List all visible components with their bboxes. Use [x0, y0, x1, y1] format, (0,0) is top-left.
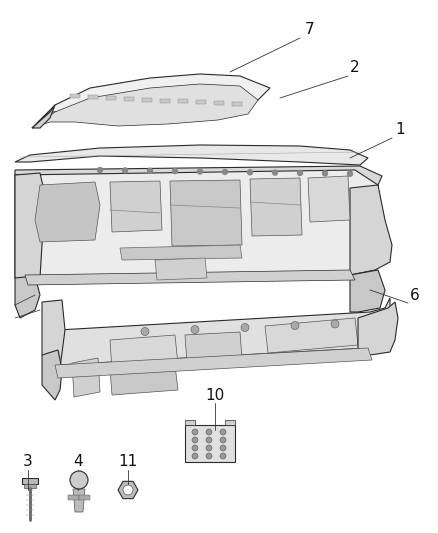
- Text: 2: 2: [350, 61, 360, 76]
- Circle shape: [98, 167, 102, 173]
- Text: 4: 4: [73, 455, 83, 470]
- Circle shape: [220, 453, 226, 459]
- Circle shape: [192, 453, 198, 459]
- Polygon shape: [358, 302, 398, 355]
- Polygon shape: [73, 489, 85, 512]
- Polygon shape: [42, 350, 62, 400]
- Polygon shape: [52, 298, 390, 365]
- Circle shape: [206, 437, 212, 443]
- Polygon shape: [178, 99, 188, 103]
- Polygon shape: [142, 98, 152, 102]
- Polygon shape: [106, 96, 116, 100]
- Circle shape: [223, 169, 227, 174]
- Circle shape: [220, 445, 226, 451]
- Polygon shape: [308, 176, 350, 222]
- Circle shape: [70, 471, 88, 489]
- Circle shape: [272, 170, 278, 175]
- Circle shape: [192, 437, 198, 443]
- Circle shape: [297, 171, 303, 175]
- Polygon shape: [160, 99, 170, 102]
- Polygon shape: [110, 335, 178, 370]
- Polygon shape: [32, 84, 258, 128]
- Circle shape: [192, 429, 198, 435]
- Polygon shape: [32, 74, 270, 128]
- Polygon shape: [110, 181, 162, 232]
- Text: 3: 3: [23, 455, 33, 470]
- Polygon shape: [15, 173, 45, 282]
- Circle shape: [241, 324, 249, 332]
- Polygon shape: [15, 170, 378, 278]
- Polygon shape: [32, 105, 55, 128]
- Circle shape: [220, 429, 226, 435]
- Text: 6: 6: [410, 287, 420, 303]
- Polygon shape: [232, 102, 242, 106]
- Polygon shape: [79, 495, 90, 500]
- Polygon shape: [225, 420, 235, 425]
- Circle shape: [247, 169, 252, 175]
- Text: 11: 11: [118, 455, 138, 470]
- Circle shape: [206, 445, 212, 451]
- Text: 7: 7: [305, 22, 315, 37]
- Circle shape: [123, 485, 133, 495]
- Circle shape: [291, 321, 299, 329]
- Circle shape: [198, 169, 202, 174]
- Polygon shape: [196, 100, 206, 104]
- Polygon shape: [170, 180, 242, 246]
- Polygon shape: [250, 178, 302, 236]
- Polygon shape: [24, 484, 36, 488]
- Circle shape: [173, 168, 177, 174]
- Polygon shape: [265, 318, 358, 353]
- Polygon shape: [15, 166, 382, 188]
- Polygon shape: [214, 101, 224, 105]
- Polygon shape: [68, 495, 79, 500]
- Polygon shape: [70, 94, 80, 98]
- Circle shape: [123, 168, 127, 173]
- Polygon shape: [350, 270, 385, 312]
- Polygon shape: [110, 365, 178, 395]
- Circle shape: [141, 327, 149, 335]
- Polygon shape: [25, 270, 355, 285]
- Polygon shape: [35, 182, 100, 242]
- Text: 1: 1: [395, 123, 405, 138]
- Polygon shape: [185, 425, 235, 462]
- Circle shape: [206, 453, 212, 459]
- Polygon shape: [15, 145, 368, 165]
- Polygon shape: [55, 348, 372, 378]
- Polygon shape: [185, 332, 242, 363]
- Polygon shape: [118, 481, 138, 499]
- Polygon shape: [124, 96, 134, 101]
- Text: 10: 10: [205, 387, 225, 402]
- Circle shape: [148, 168, 152, 173]
- Circle shape: [347, 171, 353, 176]
- Polygon shape: [88, 95, 98, 99]
- Circle shape: [206, 429, 212, 435]
- Polygon shape: [15, 276, 40, 318]
- Polygon shape: [350, 185, 392, 275]
- Polygon shape: [155, 258, 207, 280]
- Polygon shape: [22, 478, 38, 484]
- Circle shape: [331, 320, 339, 328]
- Polygon shape: [120, 245, 242, 260]
- Circle shape: [191, 326, 199, 334]
- Polygon shape: [185, 420, 195, 425]
- Circle shape: [322, 171, 328, 176]
- Circle shape: [220, 437, 226, 443]
- Polygon shape: [72, 358, 100, 397]
- Circle shape: [192, 445, 198, 451]
- Polygon shape: [42, 300, 65, 375]
